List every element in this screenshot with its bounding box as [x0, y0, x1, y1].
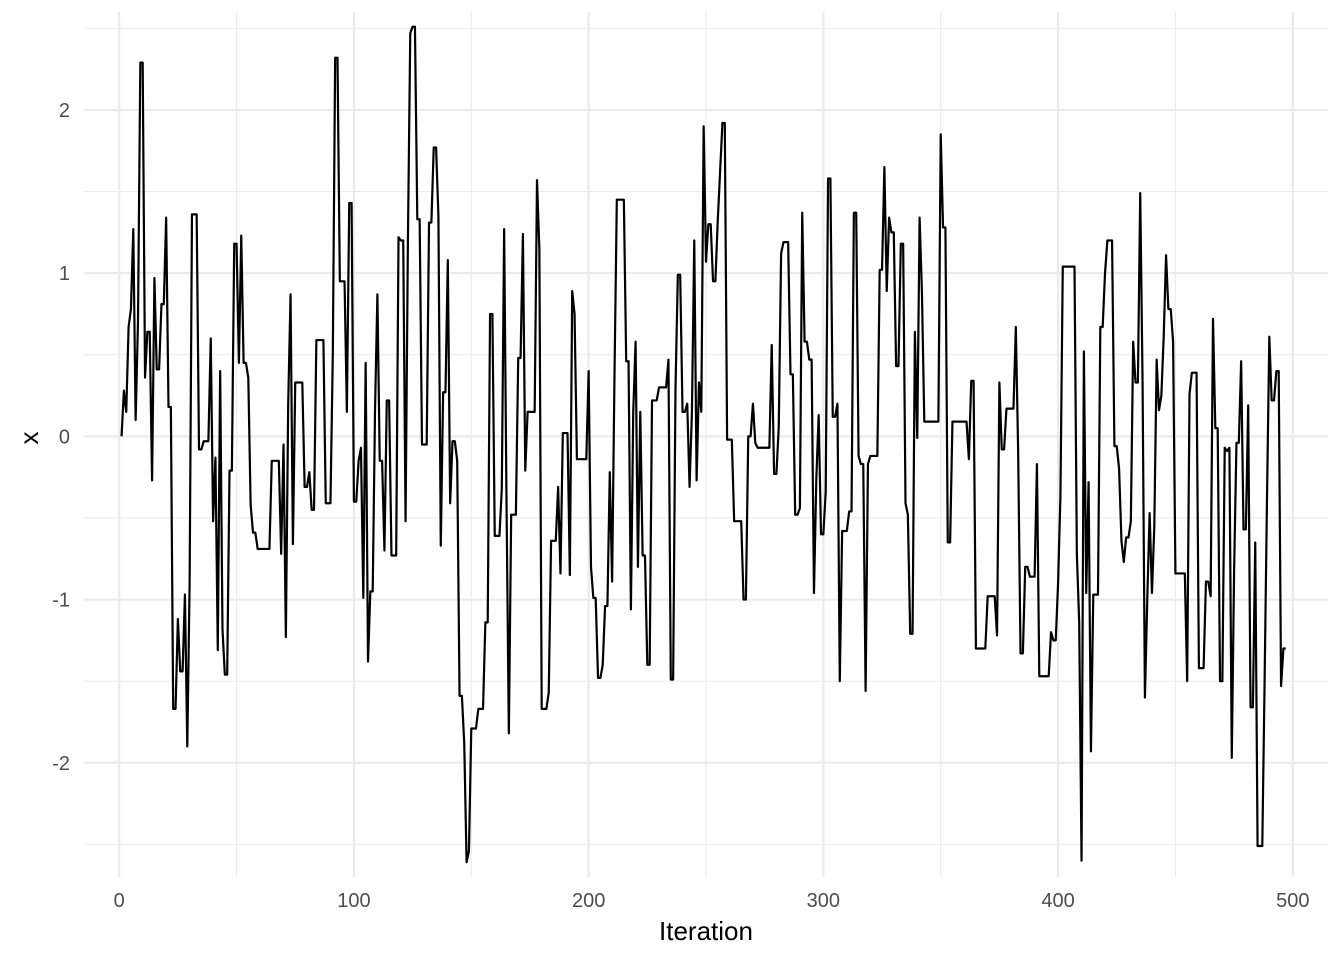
x-tick-label: 400 — [1041, 890, 1074, 912]
x-tick-label: 100 — [337, 890, 370, 912]
x-axis-title: Iteration — [659, 916, 753, 946]
y-tick-label: -1 — [52, 590, 70, 612]
y-tick-label: 0 — [59, 426, 70, 448]
x-tick-label: 300 — [807, 890, 840, 912]
series-line — [120, 25, 1286, 864]
y-axis-title: x — [14, 432, 44, 445]
y-tick-label: 2 — [59, 100, 70, 122]
y-axis-tick-labels: -2 -1 0 1 2 — [52, 100, 70, 775]
x-tick-label: 0 — [114, 890, 125, 912]
y-tick-label: -2 — [52, 753, 70, 775]
x-axis-tick-labels: 0 100 200 300 400 500 — [114, 890, 1310, 912]
y-tick-label: 1 — [59, 263, 70, 285]
x-tick-label: 200 — [572, 890, 605, 912]
x-tick-label: 500 — [1276, 890, 1309, 912]
